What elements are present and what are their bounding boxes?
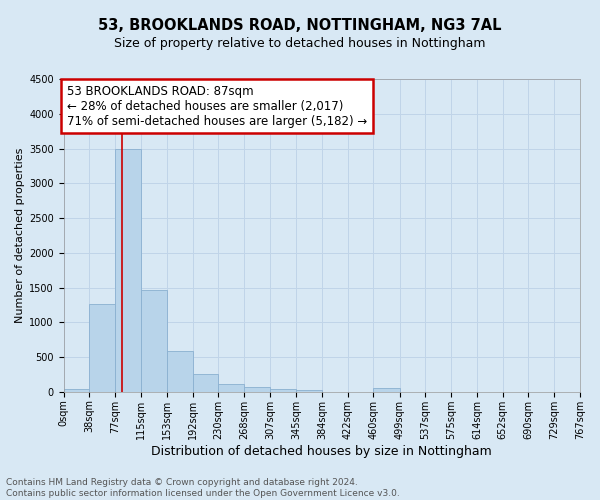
Bar [373,388,400,392]
Bar [193,374,218,392]
Text: 53, BROOKLANDS ROAD, NOTTINGHAM, NG3 7AL: 53, BROOKLANDS ROAD, NOTTINGHAM, NG3 7AL [98,18,502,32]
Y-axis label: Number of detached properties: Number of detached properties [15,148,25,323]
Bar [167,352,193,392]
Bar [115,148,141,392]
Bar [218,384,244,392]
Bar [64,389,89,392]
Bar [89,304,115,392]
Text: Size of property relative to detached houses in Nottingham: Size of property relative to detached ho… [114,38,486,51]
Text: Contains HM Land Registry data © Crown copyright and database right 2024.
Contai: Contains HM Land Registry data © Crown c… [6,478,400,498]
X-axis label: Distribution of detached houses by size in Nottingham: Distribution of detached houses by size … [151,444,492,458]
Bar [141,290,167,392]
Bar [296,390,322,392]
Bar [244,387,271,392]
Text: 53 BROOKLANDS ROAD: 87sqm
← 28% of detached houses are smaller (2,017)
71% of se: 53 BROOKLANDS ROAD: 87sqm ← 28% of detac… [67,84,367,128]
Bar [271,389,296,392]
